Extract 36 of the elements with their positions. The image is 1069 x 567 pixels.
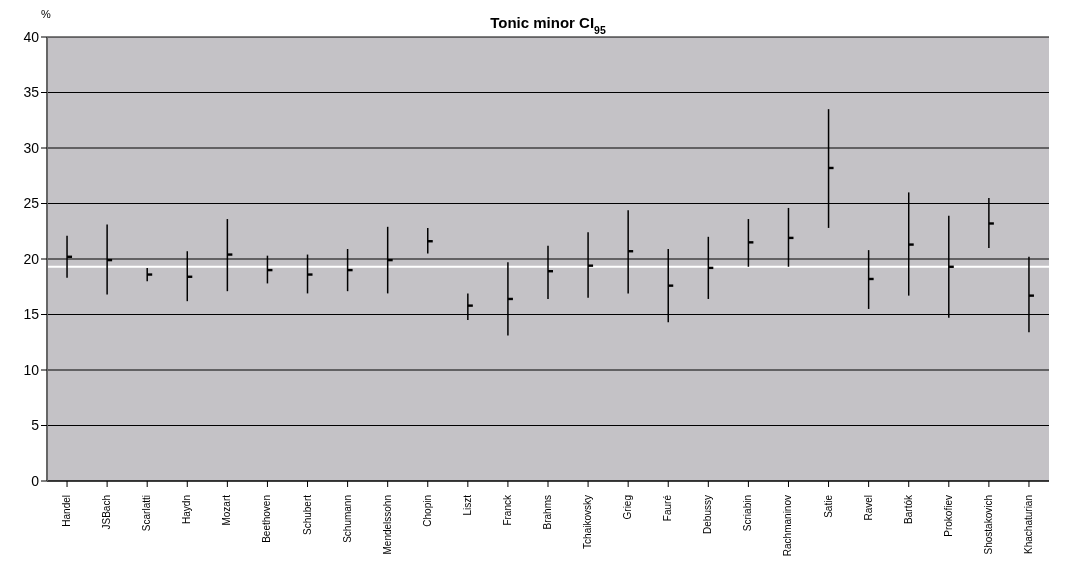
x-tick-label: Franck xyxy=(501,494,513,526)
x-tick-label: Scriabin xyxy=(742,495,754,532)
y-tick-label: 15 xyxy=(23,306,40,323)
y-tick-label: 20 xyxy=(23,250,40,267)
x-tick-label: Haydn xyxy=(181,495,193,524)
x-tick-label: Grieg xyxy=(622,495,634,520)
x-tick-label: Brahms xyxy=(542,495,553,530)
y-tick-label: 5 xyxy=(31,417,40,434)
x-tick-label: Rachmaninov xyxy=(782,495,794,557)
x-tick-label: Khachaturian xyxy=(1022,495,1034,554)
x-tick-label: Prokofiev xyxy=(942,495,954,537)
y-tick-label: 35 xyxy=(23,84,40,101)
x-tick-label: Fauré xyxy=(662,494,674,522)
x-tick-label: Shostakovich xyxy=(982,495,994,555)
y-tick-label: 0 xyxy=(31,472,40,489)
x-tick-label: Tchaikovsky xyxy=(582,495,594,549)
x-tick-label: Debussy xyxy=(702,495,714,534)
x-tick-label: Chopin xyxy=(421,495,433,527)
x-tick-label: Mendelssohn xyxy=(381,495,393,555)
chart-title: Tonic minor CI$_{95}$ xyxy=(490,14,606,36)
x-tick-label: Schubert xyxy=(301,494,313,536)
x-tick-label: Satie xyxy=(822,494,834,518)
x-tick-label: JSBach xyxy=(101,495,113,530)
x-tick-label: Ravel xyxy=(862,495,874,521)
x-tick-label: Mozart xyxy=(221,494,233,526)
y-tick-label: 10 xyxy=(23,361,40,378)
x-tick-label: Liszt xyxy=(461,494,473,516)
x-tick-label: Handel xyxy=(61,495,73,527)
y-tick-label: 25 xyxy=(23,195,40,212)
y-axis-title: % xyxy=(41,8,51,20)
y-tick-label: 30 xyxy=(23,139,40,156)
x-tick-label: Bartók xyxy=(902,494,914,524)
x-tick-label: Scarlatti xyxy=(141,495,153,532)
x-tick-label: Beethoven xyxy=(261,495,273,543)
x-tick-label: Schumann xyxy=(341,495,353,543)
y-tick-label: 40 xyxy=(23,28,40,45)
